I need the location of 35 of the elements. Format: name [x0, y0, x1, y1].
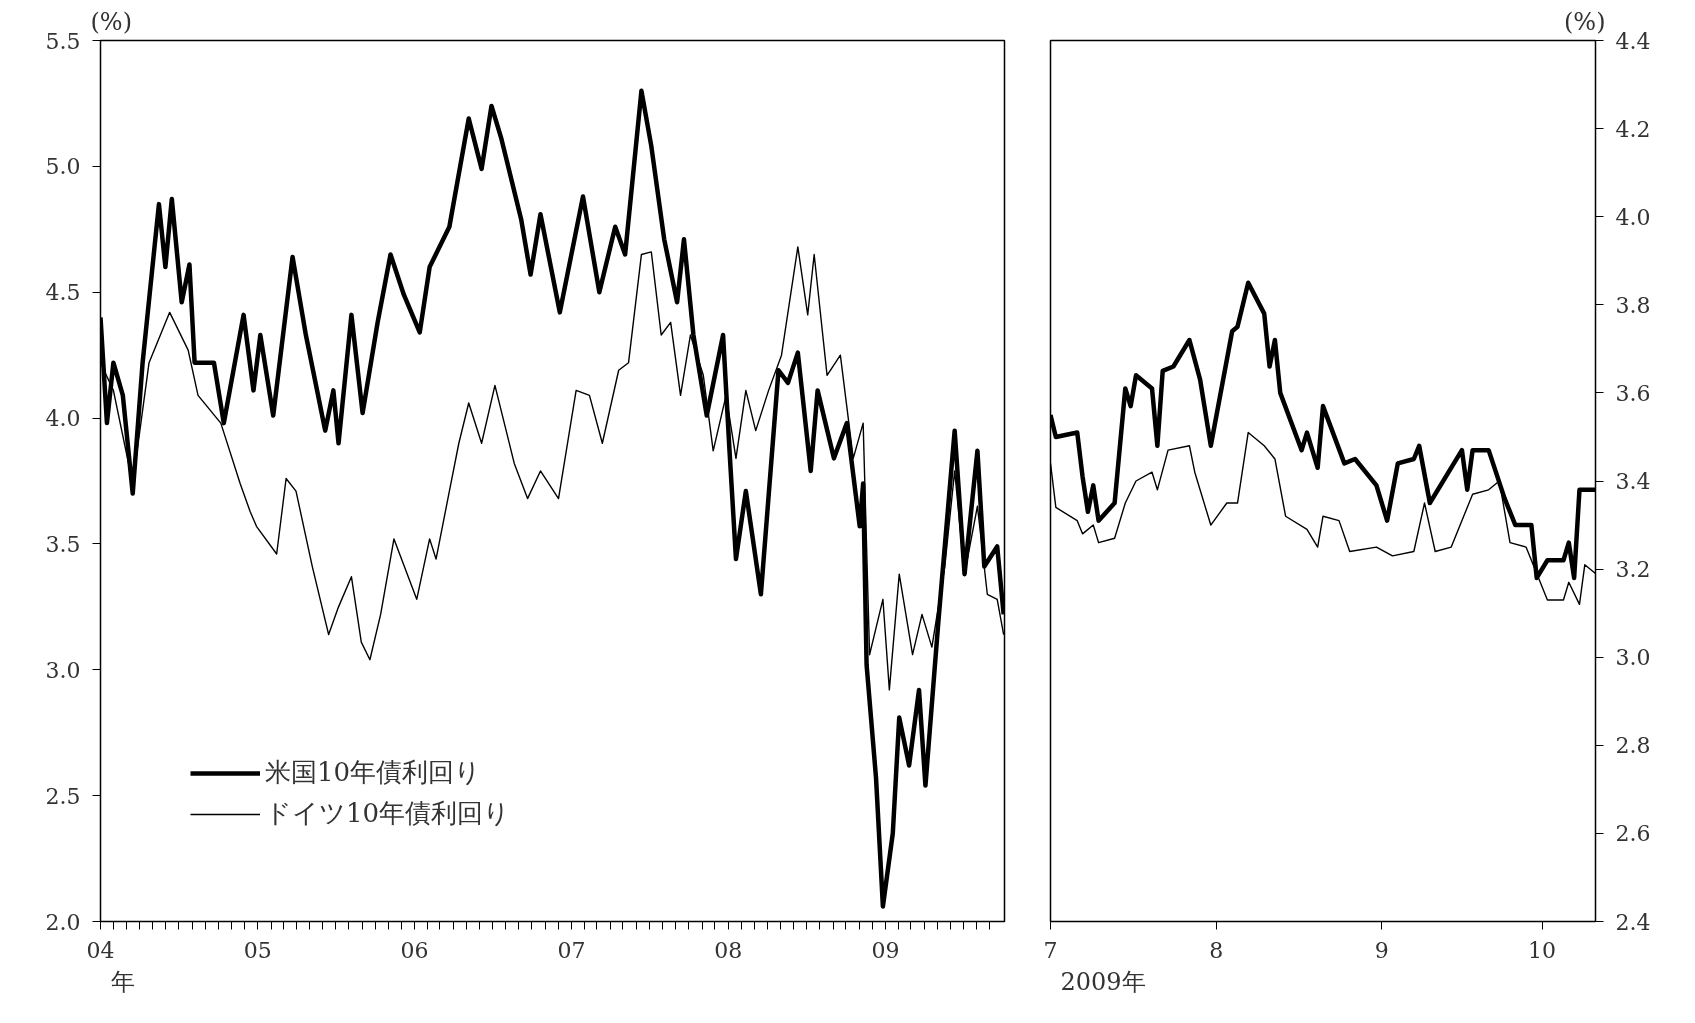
y-tick-label: 3.5: [45, 531, 81, 557]
y-tick-label: 4.0: [45, 406, 81, 432]
y2-tick-label: 2.6: [1615, 821, 1651, 847]
x-tick-label: 05: [243, 937, 272, 963]
x-tick-label: 09: [871, 937, 900, 963]
y2-tick-label: 3.2: [1615, 557, 1651, 583]
y2-tick-label: 3.6: [1615, 380, 1651, 406]
x-axis-title: 2009年: [1060, 967, 1146, 996]
x-tick-label: 07: [557, 937, 586, 963]
y-tick-label: 5.5: [45, 28, 81, 54]
y2-tick-label: 2.4: [1615, 909, 1651, 935]
x-tick-label: 7: [1043, 937, 1058, 963]
y2-tick-label: 3.8: [1615, 292, 1651, 318]
y-tick-label: 3.0: [45, 657, 81, 683]
x-tick-label: 06: [400, 937, 429, 963]
y2-tick-label: 3.0: [1615, 645, 1651, 671]
legend-label: ドイツ10年債利回り: [265, 797, 511, 830]
y-tick-label: 2.0: [45, 909, 81, 935]
y-axis-title: (%): [90, 7, 133, 36]
y2-tick-label: 2.8: [1615, 733, 1651, 759]
x-tick-label: 08: [714, 937, 743, 963]
x-tick-label: 04: [86, 937, 115, 963]
x-axis-title: 年: [110, 967, 135, 996]
x-tick-label: 8: [1209, 937, 1224, 963]
x-tick-label: 10: [1528, 937, 1557, 963]
y2-tick-label: 4.2: [1615, 116, 1651, 142]
y-tick-label: 4.5: [45, 280, 81, 306]
y2-axis-title: (%): [1563, 7, 1606, 36]
y2-tick-label: 4.0: [1615, 204, 1651, 230]
y-tick-label: 2.5: [45, 783, 81, 809]
x-tick-label: 9: [1374, 937, 1389, 963]
legend-label: 米国10年債利回り: [265, 756, 482, 789]
y2-tick-label: 4.4: [1615, 28, 1651, 54]
y2-tick-label: 3.4: [1615, 469, 1651, 494]
y-tick-label: 5.0: [45, 154, 81, 180]
